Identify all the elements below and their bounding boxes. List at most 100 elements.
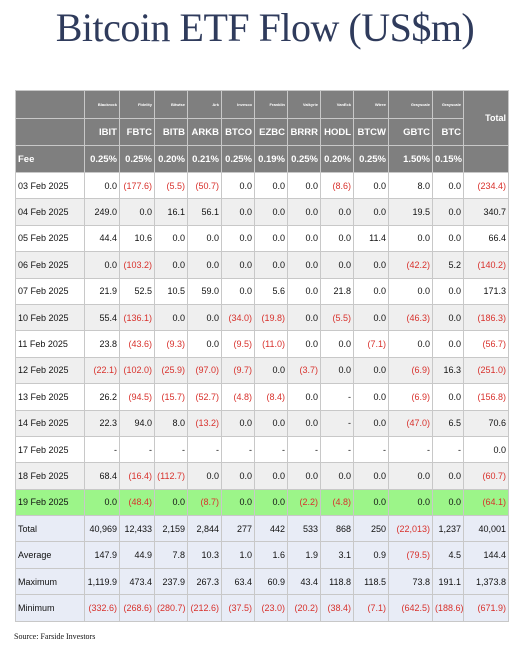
flow-cell: 56.1: [187, 198, 222, 226]
flow-cell: 0.0: [432, 303, 464, 332]
fee-row: Fee 0.25% 0.25% 0.20% 0.21% 0.25% 0.19% 0.25% 0.…: [15, 145, 509, 173]
ticker-header: BTCO: [221, 118, 255, 146]
flow-cell: (136.1): [119, 303, 155, 332]
stat-total-cell: (671.9): [463, 594, 509, 622]
fee-cell: 0.25%: [119, 145, 155, 173]
source-note: Source: Farside Investors: [14, 632, 96, 641]
stat-cell: 118.8: [320, 567, 354, 596]
stat-cell: 1,119.9: [84, 567, 120, 596]
row-total-cell: (56.7): [463, 330, 509, 358]
stat-label: Maximum: [15, 567, 85, 596]
fee-cell: 0.25%: [221, 145, 255, 173]
flow-cell: 0.0: [388, 462, 433, 490]
row-total-cell: 70.6: [463, 409, 509, 437]
flow-cell: 0.0: [432, 462, 464, 490]
fee-cell: 0.19%: [254, 145, 288, 173]
flow-cell: (3.7): [287, 356, 321, 385]
table-row: 04 Feb 2025 249.0 0.0 16.1 56.1 0.0 0.0 0.0 0.0 0…: [15, 198, 509, 226]
stat-cell: (268.6): [119, 594, 155, 622]
fee-cell: 0.20%: [154, 145, 188, 173]
flow-cell: 0.0: [287, 462, 321, 490]
flow-cell: 0.0: [254, 462, 288, 490]
ticker-header-row: IBIT FBTC BITB ARKB BTCO EZBC BRRR HODL BTCW GBTC…: [15, 118, 509, 146]
issuer-header-row: Blackrock Fidelity Bitwise Ark Invesco Frankl…: [15, 90, 509, 146]
flow-cell: 0.0: [154, 303, 188, 332]
page-title: Bitcoin ETF Flow (US$m): [55, 5, 475, 50]
flow-cell: 0.0: [388, 224, 433, 253]
row-total-cell: 171.3: [463, 277, 509, 305]
flow-cell: 94.0: [119, 409, 155, 437]
issuer-header: Valkyrie: [287, 90, 321, 119]
stat-cell: (280.7): [154, 594, 188, 622]
flow-cell: 0.0: [353, 171, 389, 200]
flow-cell: (5.5): [154, 171, 188, 200]
flow-cell: 0.0: [221, 251, 255, 279]
table-row: 10 Feb 2025 55.4 (136.1) 0.0 0.0 (34.0) (19.8)…: [15, 303, 509, 332]
flow-cell: (8.6): [320, 171, 354, 200]
table-row: 13 Feb 2025 26.2 (94.5) (15.7) (52.7) (4.8) (8…: [15, 383, 509, 411]
row-total-cell: (251.0): [463, 356, 509, 385]
flow-cell: 8.0: [388, 171, 433, 200]
stat-cell: 4.5: [432, 541, 464, 569]
flow-cell: 0.0: [254, 171, 288, 200]
table-row: 12 Feb 2025 (22.1) (102.0) (25.9) (97.0) (9.7…: [15, 356, 509, 385]
stat-total-cell: 1,373.8: [463, 567, 509, 596]
flow-cell: 68.4: [84, 462, 120, 490]
flow-cell: 0.0: [388, 488, 433, 517]
flow-cell: 0.0: [84, 251, 120, 279]
stat-cell: 1.6: [254, 541, 288, 569]
stat-cell: 533: [287, 515, 321, 543]
flow-cell: -: [221, 435, 255, 464]
stat-cell: (188.6): [432, 594, 464, 622]
fee-cell: 0.25%: [287, 145, 321, 173]
flow-cell: (25.9): [154, 356, 188, 385]
flow-cell: 0.0: [287, 171, 321, 200]
stat-cell: 2,159: [154, 515, 188, 543]
stat-cell: 43.4: [287, 567, 321, 596]
row-total-cell: (60.7): [463, 462, 509, 490]
flow-cell: (48.4): [119, 488, 155, 517]
flow-cell: (47.0): [388, 409, 433, 437]
stat-cell: 267.3: [187, 567, 222, 596]
stat-cell: 277: [221, 515, 255, 543]
date-cell: 05 Feb 2025: [15, 224, 85, 253]
issuer-header: Grayscale: [388, 90, 433, 119]
flow-cell: 0.0: [353, 303, 389, 332]
table-row: 06 Feb 2025 0.0 (103.2) 0.0 0.0 0.0 0.0 0.0 0.0 0…: [15, 251, 509, 279]
flow-cell: 0.0: [221, 409, 255, 437]
stat-cell: (332.6): [84, 594, 120, 622]
issuer-header: Blackrock: [84, 90, 120, 119]
flow-cell: -: [154, 435, 188, 464]
fee-cell: 0.25%: [353, 145, 389, 173]
flow-cell: (102.0): [119, 356, 155, 385]
flow-cell: 0.0: [254, 409, 288, 437]
date-cell: 03 Feb 2025: [15, 171, 85, 200]
issuer-header: Wtree: [353, 90, 389, 119]
stat-cell: (38.4): [320, 594, 354, 622]
flow-cell: 0.0: [254, 356, 288, 385]
flow-cell: 0.0: [320, 462, 354, 490]
header-blank-cell: [15, 118, 85, 146]
stat-row: Minimum (332.6) (268.6) (280.7) (212.6) (37.5…: [15, 594, 509, 622]
flow-cell: 0.0: [254, 488, 288, 517]
stat-cell: 2,844: [187, 515, 222, 543]
flow-cell: 6.5: [432, 409, 464, 437]
stat-cell: 1,237: [432, 515, 464, 543]
flow-cell: (6.9): [388, 383, 433, 411]
flow-cell: 0.0: [353, 462, 389, 490]
flow-cell: (5.5): [320, 303, 354, 332]
fee-cell: 0.25%: [84, 145, 120, 173]
flow-cell: -: [320, 435, 354, 464]
stat-cell: (642.5): [388, 594, 433, 622]
date-cell: 14 Feb 2025: [15, 409, 85, 437]
ticker-header: EZBC: [254, 118, 288, 146]
flow-cell: -: [353, 435, 389, 464]
flow-cell: 0.0: [432, 224, 464, 253]
stat-cell: 63.4: [221, 567, 255, 596]
flow-cell: -: [254, 435, 288, 464]
flow-cell: 0.0: [187, 462, 222, 490]
flow-cell: (22.1): [84, 356, 120, 385]
stat-total-cell: 40,001: [463, 515, 509, 543]
flow-cell: 21.8: [320, 277, 354, 305]
flow-cell: 0.0: [320, 251, 354, 279]
